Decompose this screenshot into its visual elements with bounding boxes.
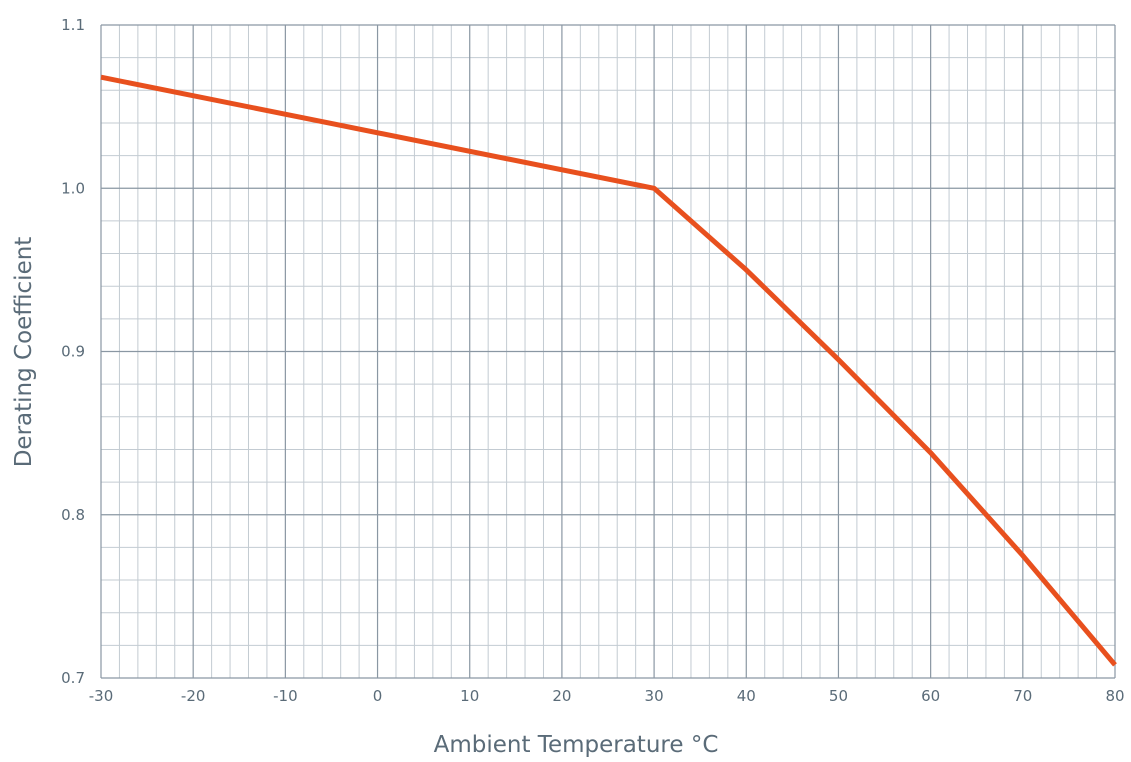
x-tick-label: 60 — [921, 687, 940, 705]
x-tick-label: 30 — [645, 687, 664, 705]
y-tick-label: 0.8 — [61, 506, 85, 524]
y-tick-label: 0.9 — [61, 343, 85, 361]
x-tick-label: -20 — [181, 687, 206, 705]
major-gridlines — [100, 24, 1116, 679]
x-axis-ticks: -30 -20 -10 0 10 20 30 40 50 60 70 80 — [89, 687, 1125, 705]
y-axis-title: Derating Coefficient — [11, 237, 37, 468]
y-axis-ticks: 0.7 0.8 0.9 1.0 1.1 — [61, 16, 85, 687]
x-tick-label: -30 — [89, 687, 114, 705]
x-tick-label: 70 — [1013, 687, 1032, 705]
x-tick-label: 80 — [1105, 687, 1124, 705]
x-tick-label: -10 — [273, 687, 298, 705]
series-line — [100, 74, 1117, 667]
y-tick-label: 1.1 — [61, 16, 85, 34]
x-tick-label: 50 — [829, 687, 848, 705]
y-tick-label: 1.0 — [61, 179, 85, 197]
series-layer — [100, 74, 1117, 667]
x-axis-title: Ambient Temperature °C — [434, 732, 719, 758]
x-tick-label: 20 — [552, 687, 571, 705]
x-tick-label: 10 — [460, 687, 479, 705]
x-tick-label: 0 — [373, 687, 383, 705]
x-tick-label: 40 — [737, 687, 756, 705]
y-tick-label: 0.7 — [61, 669, 85, 687]
